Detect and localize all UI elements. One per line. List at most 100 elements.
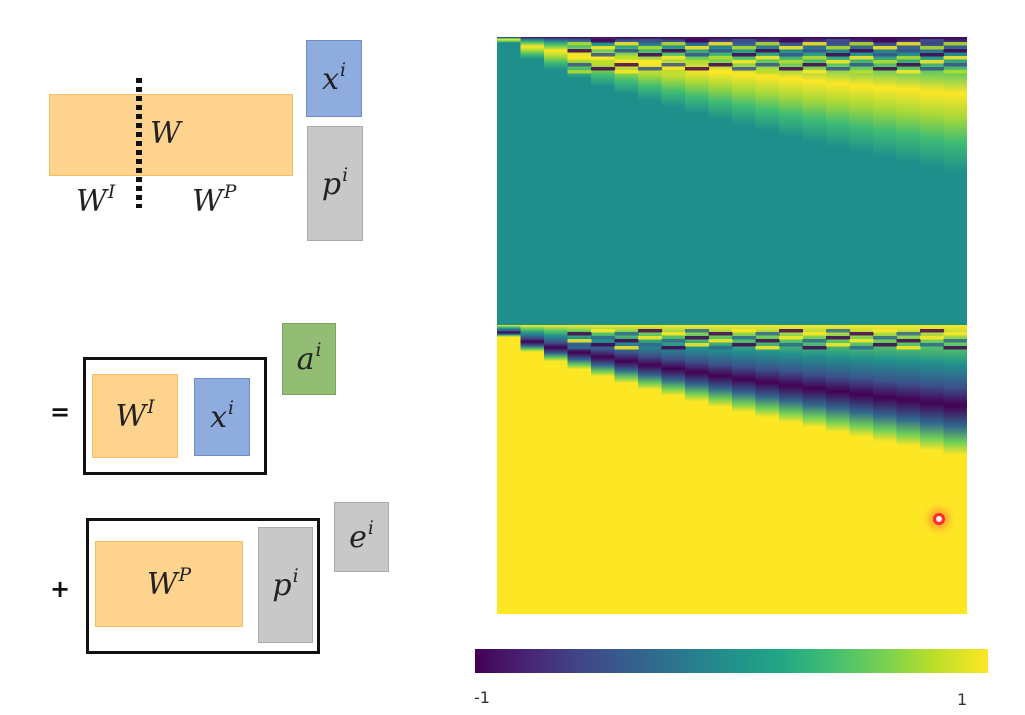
heatmap-band-column bbox=[779, 325, 804, 423]
heatmap-stripe bbox=[685, 46, 710, 50]
wp-label: WP bbox=[192, 182, 237, 220]
heatmap-stripe bbox=[567, 63, 592, 67]
heatmap-top-stripes bbox=[567, 39, 967, 74]
heatmap-stripe bbox=[849, 49, 874, 53]
heatmap-stripe bbox=[943, 332, 967, 336]
heatmap-band-column bbox=[591, 325, 616, 377]
p-label: pi bbox=[321, 164, 349, 202]
heatmap-stripe bbox=[755, 339, 780, 343]
heatmap-stripe bbox=[661, 346, 686, 350]
heatmap-stripe bbox=[802, 346, 827, 350]
equals-sign: = bbox=[50, 398, 71, 426]
heatmap-stripe bbox=[732, 343, 757, 347]
heatmap-stripe bbox=[708, 49, 733, 53]
heatmap-stripe bbox=[802, 49, 827, 53]
x-block: xi bbox=[194, 378, 250, 456]
heatmap-stripe bbox=[685, 329, 710, 333]
heatmap-stripe bbox=[732, 60, 757, 64]
x-label: xi bbox=[322, 59, 346, 97]
heatmap-stripe bbox=[920, 343, 945, 347]
wi-label: WI bbox=[76, 182, 116, 220]
heatmap-stripe bbox=[755, 42, 780, 46]
heatmap-stripe bbox=[661, 70, 686, 74]
position-term-frame bbox=[86, 518, 320, 654]
heatmap-stripe bbox=[567, 56, 592, 60]
heatmap-stripe bbox=[755, 346, 780, 350]
heatmap-stripe bbox=[732, 39, 757, 43]
heatmap-stripe bbox=[779, 343, 804, 347]
heatmap-stripe bbox=[826, 336, 851, 340]
heatmap-stripe bbox=[567, 42, 592, 46]
heatmap-stripe bbox=[779, 53, 804, 57]
heatmap-band-column bbox=[873, 37, 898, 158]
heatmap-stripe bbox=[614, 42, 639, 46]
heatmap-band-column bbox=[896, 325, 921, 447]
heatmap-stripe bbox=[638, 60, 663, 64]
heatmap-band-column bbox=[520, 325, 545, 353]
heatmap-stripe bbox=[826, 46, 851, 50]
p-block: pi bbox=[258, 527, 313, 643]
content-term-frame bbox=[83, 357, 267, 475]
heatmap-band-column bbox=[802, 37, 827, 142]
heatmap-stripe bbox=[920, 46, 945, 50]
heatmap-stripe bbox=[802, 63, 827, 67]
heatmap-band-column bbox=[544, 37, 569, 70]
x-block-label: xi bbox=[210, 398, 234, 436]
heatmap-stripe bbox=[920, 53, 945, 57]
heatmap-band-column bbox=[497, 37, 522, 43]
heatmap-stripe bbox=[849, 63, 874, 67]
heatmap-band-column bbox=[685, 37, 710, 114]
wp-block-label: WP bbox=[146, 565, 192, 603]
heatmap-stripe bbox=[896, 49, 921, 53]
heatmap-stripe bbox=[661, 42, 686, 46]
heatmap-band-column bbox=[826, 325, 851, 433]
positional-encoding-heatmap bbox=[497, 37, 967, 614]
heatmap-stripe bbox=[614, 56, 639, 60]
weight-matrix-w bbox=[49, 94, 293, 176]
heatmap-band-column bbox=[544, 325, 569, 362]
heatmap-stripe bbox=[849, 339, 874, 343]
heatmap-bottom-stripes bbox=[567, 329, 967, 350]
heatmap-stripe bbox=[708, 339, 733, 343]
heatmap-stripe bbox=[591, 343, 616, 347]
heatmap-band-column bbox=[732, 37, 757, 126]
heatmap-stripe bbox=[896, 339, 921, 343]
colorbar-max-label: 1 bbox=[957, 690, 968, 709]
x-vector: xi bbox=[306, 40, 362, 117]
heatmap-stripe bbox=[873, 53, 898, 57]
heatmap-stripe bbox=[732, 336, 757, 340]
heatmap-stripe bbox=[826, 343, 851, 347]
heatmap-stripe bbox=[779, 336, 804, 340]
heatmap-stripe bbox=[661, 49, 686, 53]
heatmap-stripe bbox=[661, 339, 686, 343]
heatmap-stripe bbox=[614, 339, 639, 343]
p-block-label: pi bbox=[272, 566, 299, 604]
heatmap-stripe bbox=[755, 49, 780, 53]
heatmap-stripe bbox=[685, 67, 710, 71]
heatmap-stripe bbox=[779, 39, 804, 43]
heatmap-stripe bbox=[802, 339, 827, 343]
heatmap-stripe bbox=[873, 336, 898, 340]
heatmap-band-column bbox=[873, 325, 898, 442]
heatmap-stripe bbox=[943, 42, 967, 46]
heatmap-stripe bbox=[943, 346, 967, 350]
w-label: W bbox=[150, 116, 181, 151]
heatmap-stripe bbox=[567, 339, 592, 343]
heatmap-stripe bbox=[849, 42, 874, 46]
wi-block-label: WI bbox=[115, 397, 155, 435]
heatmap-stripe bbox=[873, 67, 898, 71]
heatmap-stripe bbox=[638, 336, 663, 340]
colorbar bbox=[475, 649, 988, 673]
heatmap-band-column bbox=[520, 37, 545, 60]
heatmap-band-column bbox=[896, 37, 921, 163]
heatmap-stripe bbox=[591, 53, 616, 57]
heatmap-stripe bbox=[920, 39, 945, 43]
heatmap-stripe bbox=[732, 46, 757, 50]
heatmap-stripe bbox=[896, 332, 921, 336]
heatmap-stripe bbox=[591, 67, 616, 71]
heatmap-stripe bbox=[685, 343, 710, 347]
red-pointer-marker bbox=[933, 513, 945, 525]
heatmap-stripe bbox=[896, 63, 921, 67]
heatmap-stripe bbox=[567, 49, 592, 53]
wp-block: WP bbox=[95, 541, 243, 627]
